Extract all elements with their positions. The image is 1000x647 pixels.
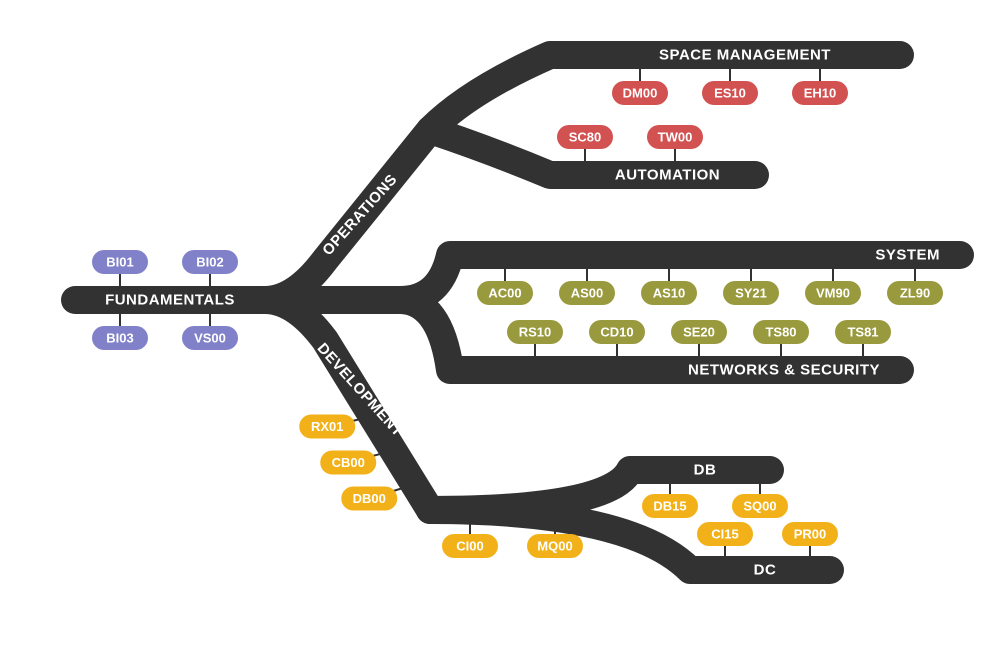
branch-paths [75, 55, 960, 570]
pill-se20-text: SE20 [683, 325, 715, 340]
pill-as00-text: AS00 [571, 286, 604, 301]
pill-sc80-text: SC80 [569, 130, 602, 145]
pill-bi01-text: BI01 [106, 255, 133, 270]
tree-diagram: FUNDAMENTALSOPERATIONSDEVELOPMENTSPACE M… [0, 0, 1000, 647]
pill-vs00-text: VS00 [194, 331, 226, 346]
pill-es10-text: ES10 [714, 86, 746, 101]
pill-cb00-text: CB00 [332, 455, 365, 470]
db-label: DB [694, 462, 717, 479]
system-label: SYSTEM [875, 247, 940, 264]
pill-ci00-text: CI00 [456, 539, 483, 554]
pill-ac00-text: AC00 [488, 286, 521, 301]
pill-sq00-text: SQ00 [743, 499, 776, 514]
pill-ci15-text: CI15 [711, 527, 738, 542]
pill-mq00-text: MQ00 [537, 539, 572, 554]
pill-bi03-text: BI03 [106, 331, 133, 346]
pill-rs10-text: RS10 [519, 325, 552, 340]
pill-dm00-text: DM00 [623, 86, 658, 101]
dc-label: DC [754, 562, 777, 579]
pill-ts80-text: TS80 [765, 325, 796, 340]
fundamentals-label: FUNDAMENTALS [105, 292, 235, 309]
pill-tw00-text: TW00 [658, 130, 693, 145]
pill-cd10-text: CD10 [600, 325, 633, 340]
pill-ts81-text: TS81 [847, 325, 878, 340]
pill-pr00-text: PR00 [794, 527, 827, 542]
pill-db00-text: DB00 [353, 491, 386, 506]
pill-vm90-text: VM90 [816, 286, 850, 301]
pill-zl90-text: ZL90 [900, 286, 930, 301]
networks-label: NETWORKS & SECURITY [688, 362, 880, 379]
pill-eh10-text: EH10 [804, 86, 837, 101]
pill-sy21-text: SY21 [735, 286, 767, 301]
automation-label: AUTOMATION [615, 167, 720, 184]
space-mgmt-label: SPACE MANAGEMENT [659, 47, 831, 64]
pill-db15-text: DB15 [653, 499, 686, 514]
pill-bi02-text: BI02 [196, 255, 223, 270]
pill-rx01-text: RX01 [311, 419, 344, 434]
operations-label: OPERATIONS [319, 171, 401, 259]
pill-as10-text: AS10 [653, 286, 686, 301]
